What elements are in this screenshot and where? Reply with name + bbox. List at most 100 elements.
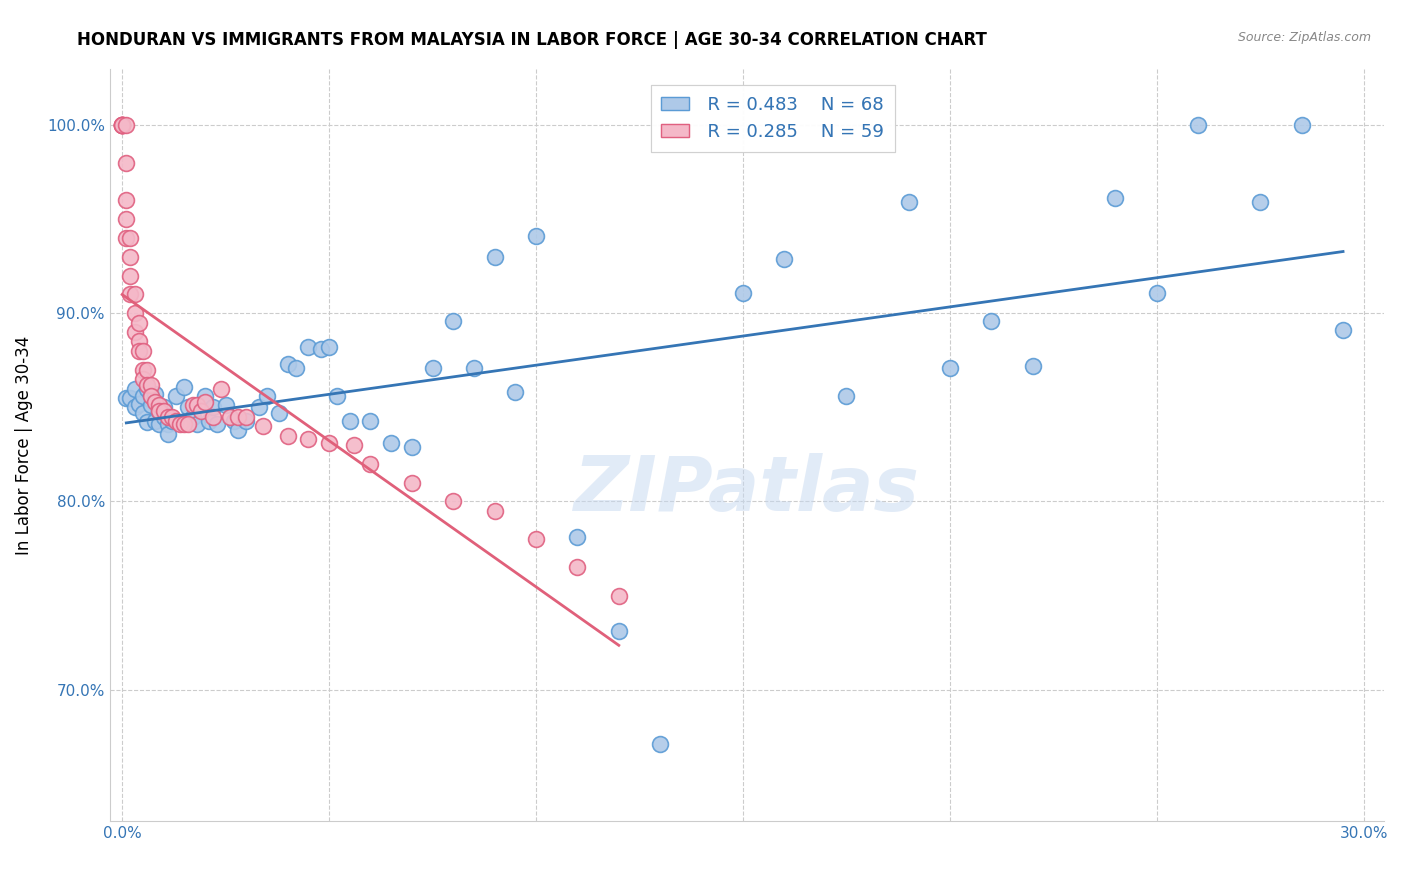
Text: ZIPatlas: ZIPatlas	[574, 453, 920, 527]
Point	[177, 401, 200, 415]
Point	[897, 195, 920, 210]
Point	[198, 413, 221, 427]
Point	[194, 389, 217, 403]
Point	[1187, 118, 1209, 132]
Point	[156, 409, 179, 424]
Point	[111, 118, 134, 132]
Point	[218, 409, 240, 424]
Point	[484, 504, 506, 518]
Point	[401, 475, 423, 490]
Point	[835, 389, 858, 403]
Point	[441, 494, 464, 508]
Point	[132, 406, 155, 420]
Point	[343, 438, 366, 452]
Point	[111, 118, 134, 132]
Point	[186, 399, 208, 413]
Point	[524, 229, 547, 244]
Point	[277, 357, 299, 371]
Point	[152, 404, 174, 418]
Point	[463, 360, 485, 375]
Point	[128, 343, 150, 358]
Point	[111, 118, 134, 132]
Point	[148, 417, 170, 432]
Point	[136, 362, 159, 376]
Point	[139, 399, 162, 413]
Point	[169, 417, 191, 432]
Point	[120, 391, 142, 405]
Point	[124, 306, 146, 320]
Point	[143, 387, 166, 401]
Point	[152, 409, 174, 424]
Point	[980, 314, 1002, 328]
Point	[422, 360, 444, 375]
Point	[505, 385, 527, 400]
Point	[309, 342, 332, 356]
Point	[285, 360, 308, 375]
Legend:   R = 0.483    N = 68,   R = 0.285    N = 59: R = 0.483 N = 68, R = 0.285 N = 59	[651, 85, 894, 152]
Point	[326, 389, 349, 403]
Point	[222, 413, 245, 427]
Point	[207, 417, 229, 432]
Point	[607, 589, 630, 603]
Point	[1249, 195, 1271, 210]
Point	[181, 399, 204, 413]
Point	[214, 399, 236, 413]
Point	[277, 428, 299, 442]
Point	[226, 423, 249, 437]
Point	[132, 343, 155, 358]
Point	[181, 409, 204, 424]
Point	[120, 231, 142, 245]
Point	[1291, 118, 1313, 132]
Point	[115, 212, 138, 227]
Point	[128, 316, 150, 330]
Point	[115, 391, 138, 405]
Point	[165, 389, 187, 403]
Point	[124, 401, 146, 415]
Point	[115, 231, 138, 245]
Point	[173, 417, 195, 432]
Point	[1146, 285, 1168, 300]
Point	[115, 194, 138, 208]
Point	[148, 399, 170, 413]
Point	[252, 419, 274, 434]
Point	[111, 118, 134, 132]
Point	[297, 340, 319, 354]
Point	[177, 417, 200, 432]
Point	[124, 382, 146, 396]
Point	[567, 560, 589, 574]
Point	[128, 334, 150, 349]
Point	[318, 436, 340, 450]
Point	[339, 413, 361, 427]
Point	[120, 250, 142, 264]
Point	[160, 409, 183, 424]
Point	[235, 409, 257, 424]
Point	[1021, 359, 1043, 373]
Point	[173, 379, 195, 393]
Point	[567, 530, 589, 544]
Point	[194, 394, 217, 409]
Point	[202, 401, 225, 415]
Point	[143, 413, 166, 427]
Point	[211, 382, 233, 396]
Point	[160, 413, 183, 427]
Point	[1104, 191, 1126, 205]
Point	[360, 413, 382, 427]
Point	[148, 404, 170, 418]
Point	[136, 382, 159, 396]
Point	[165, 413, 187, 427]
Text: HONDURAN VS IMMIGRANTS FROM MALAYSIA IN LABOR FORCE | AGE 30-34 CORRELATION CHAR: HONDURAN VS IMMIGRANTS FROM MALAYSIA IN …	[77, 31, 987, 49]
Point	[1331, 323, 1354, 337]
Point	[524, 532, 547, 546]
Point	[139, 377, 162, 392]
Point	[148, 404, 170, 418]
Point	[111, 118, 134, 132]
Point	[186, 417, 208, 432]
Point	[111, 118, 134, 132]
Point	[235, 413, 257, 427]
Point	[120, 287, 142, 301]
Point	[139, 389, 162, 403]
Point	[139, 389, 162, 403]
Point	[124, 325, 146, 339]
Point	[115, 155, 138, 169]
Point	[136, 377, 159, 392]
